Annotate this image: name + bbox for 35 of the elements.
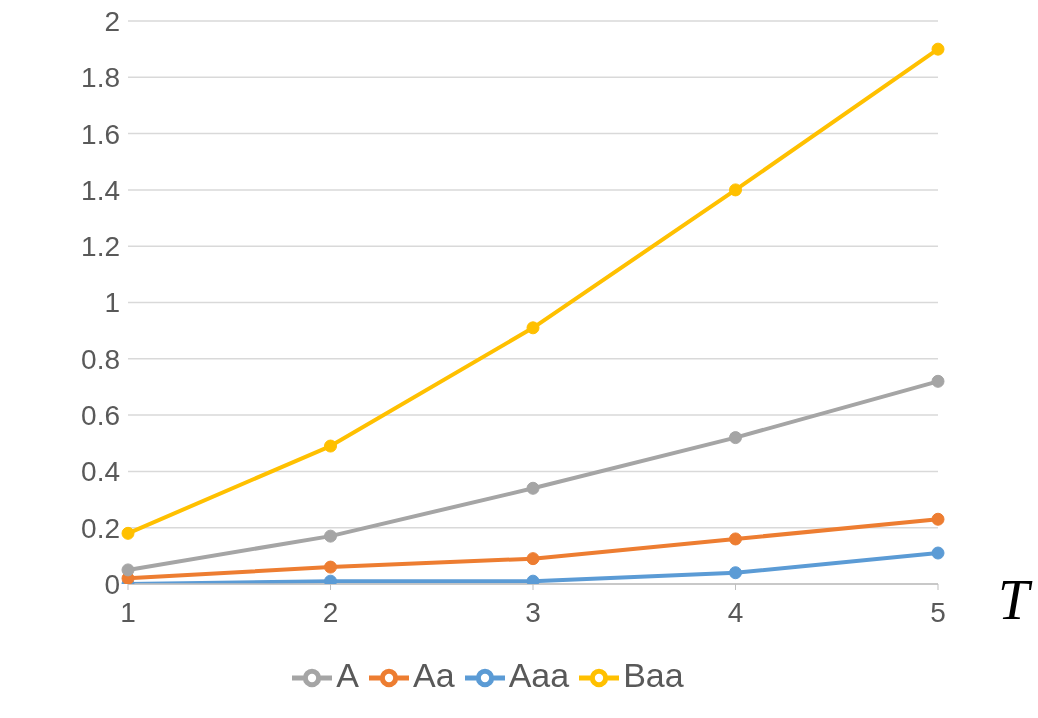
y-tick-label: 1.8: [81, 62, 120, 94]
y-tick-label: 0.8: [81, 343, 120, 375]
point: [931, 374, 945, 388]
point: [729, 532, 742, 546]
x-tick-label: 4: [727, 596, 744, 628]
point: [526, 552, 540, 566]
point: [526, 481, 540, 495]
x-tick-label: 3: [525, 596, 541, 628]
y-tick-label: 2: [104, 5, 120, 37]
point: [121, 563, 135, 577]
y-tick-label: 1.6: [81, 118, 120, 150]
y-tick-label: 1.4: [81, 174, 120, 206]
point: [931, 512, 945, 526]
x-tick-label: 2: [322, 596, 339, 628]
y-tick-label: 0.2: [81, 512, 120, 544]
point: [324, 560, 337, 574]
legend-label: A: [336, 655, 360, 694]
x-tick-label: 5: [930, 596, 946, 628]
y-tick-label: 0.6: [81, 400, 120, 432]
point: [324, 529, 337, 543]
point: [931, 42, 945, 56]
y-tick-label: 1.2: [81, 231, 120, 263]
point: [729, 431, 742, 445]
point: [324, 439, 337, 453]
y-tick-label: 1: [104, 287, 120, 319]
legend-label: Aa: [413, 655, 455, 694]
y-tick-label: 0: [104, 568, 120, 600]
legend-label: Aaa: [508, 655, 570, 694]
y-tick-label: 0.4: [81, 456, 120, 488]
point: [526, 321, 540, 335]
point: [121, 526, 135, 540]
point: [931, 546, 945, 560]
point: [729, 566, 742, 580]
legend-label: Baa: [623, 655, 684, 694]
point: [729, 183, 742, 197]
